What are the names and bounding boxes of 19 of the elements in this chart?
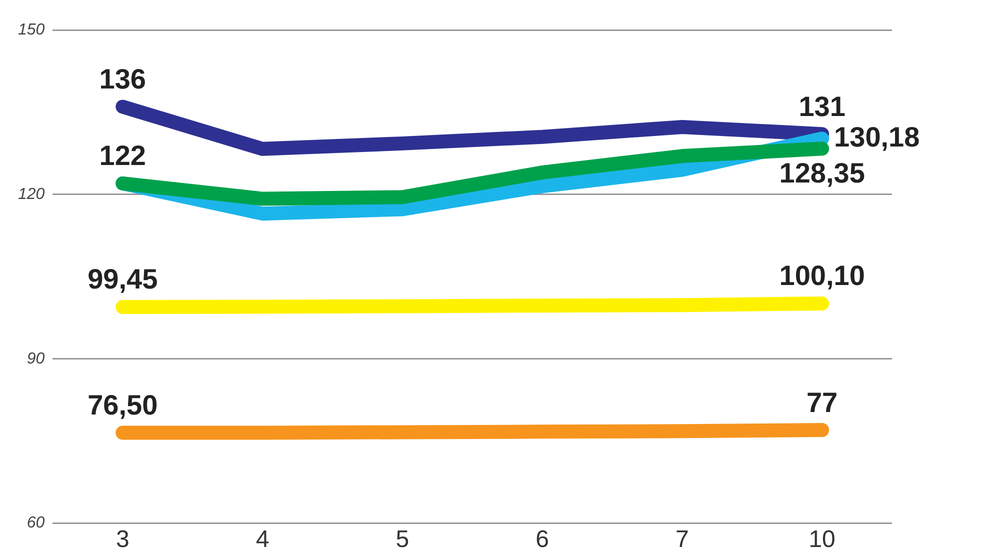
y-tick-label: 120 (18, 186, 45, 203)
data-label: 128,35 (779, 157, 865, 188)
data-label: 100,10 (779, 260, 865, 292)
data-label: 122 (99, 140, 146, 172)
x-tick-label: 5 (396, 526, 410, 554)
x-tick-label: 4 (256, 526, 270, 554)
x-tick-label: 6 (536, 526, 549, 554)
data-label: 130,18 (834, 121, 920, 152)
data-label: 76,50 (88, 390, 158, 420)
x-tick-label: 3 (116, 526, 130, 554)
y-tick-label: 60 (26, 514, 45, 532)
data-label: 131 (798, 90, 846, 122)
y-tick-label: 90 (26, 350, 45, 368)
data-label: 136 (99, 63, 146, 94)
x-tick-label: 7 (675, 526, 689, 554)
data-label: 77 (806, 386, 838, 418)
x-tick-label: 10 (808, 526, 836, 554)
data-label: 99,45 (88, 264, 158, 295)
y-tick-label: 150 (18, 21, 45, 38)
